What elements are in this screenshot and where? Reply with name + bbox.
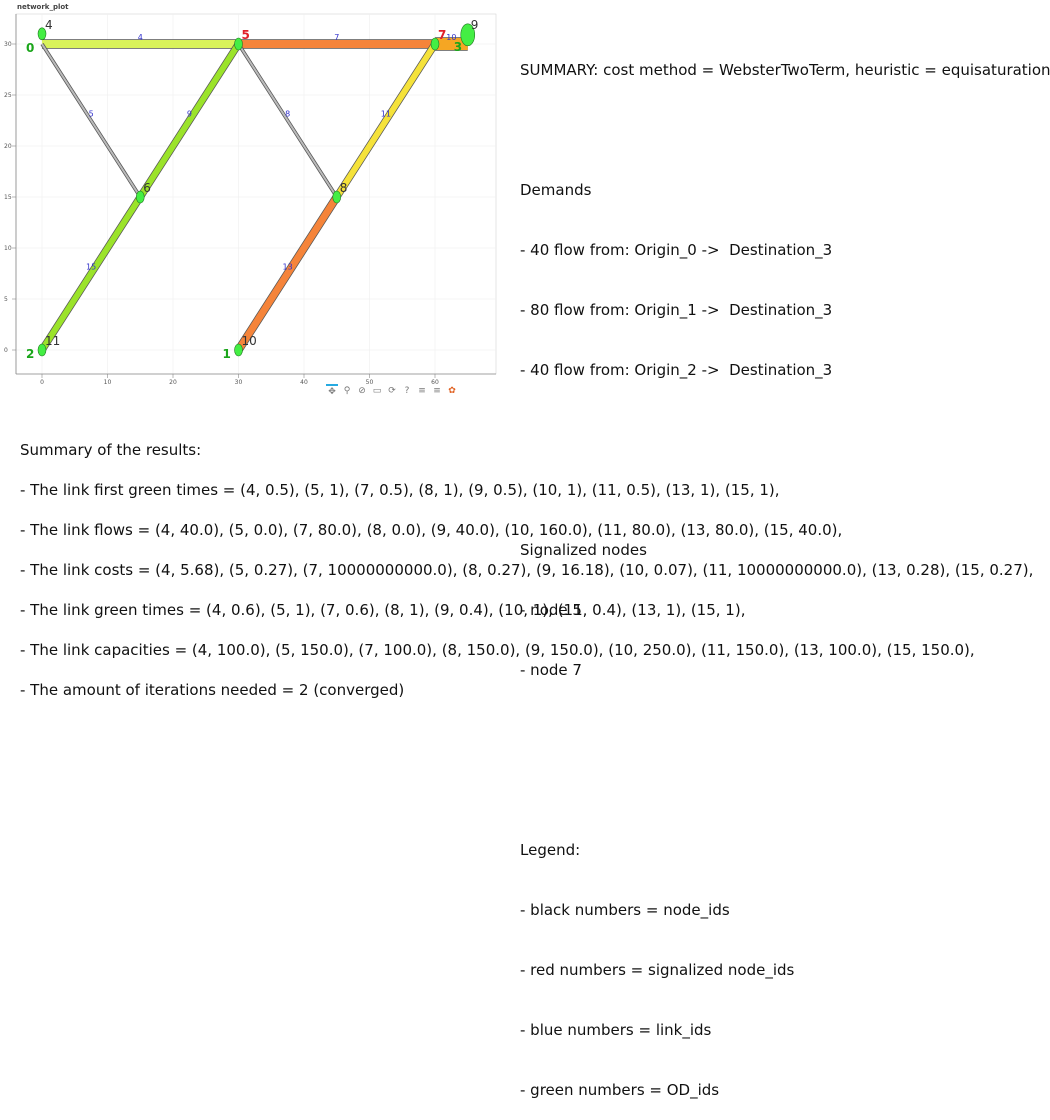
- link-5: [41, 43, 142, 198]
- link-13: [235, 195, 340, 352]
- legend-item: - blue numbers = link_ids: [520, 1021, 712, 1039]
- demand-item: - 80 flow from: Origin_1 -> Destination_…: [520, 301, 833, 319]
- help-icon[interactable]: ?: [404, 386, 410, 396]
- link-label: 15: [86, 263, 96, 272]
- node-5: [234, 37, 243, 51]
- plot-toolbar: ✥ ⚲ ⊘ ▭ ⟳? ≡ ≡ ✿: [326, 384, 500, 398]
- pan-icon[interactable]: ✥: [326, 384, 338, 398]
- reset-icon[interactable]: ⟳: [388, 386, 396, 396]
- demand-item: - 40 flow from: Origin_0 -> Destination_…: [520, 241, 833, 259]
- node-label: 4: [45, 18, 53, 32]
- link-label: 8: [285, 110, 290, 119]
- result-link-capacities: - The link capacities = (4, 100.0), (5, …: [20, 641, 975, 659]
- link-8: [237, 43, 338, 198]
- link-label: 13: [283, 263, 293, 272]
- result-iterations: - The amount of iterations needed = 2 (c…: [20, 681, 405, 699]
- x-tick-label: 30: [235, 379, 243, 386]
- node-10: [234, 343, 243, 357]
- x-tick-label: 10: [104, 379, 112, 386]
- x-tick-label: 40: [300, 379, 308, 386]
- node-label: 7: [438, 28, 446, 42]
- legend-item: - green numbers = OD_ids: [520, 1081, 720, 1099]
- link-label: 5: [89, 110, 94, 119]
- legend-title: Legend:: [520, 841, 581, 859]
- link-label: 4: [138, 33, 143, 42]
- y-tick-labels: 30 25 20 15 10 5 0: [4, 41, 16, 354]
- legend-item: - red numbers = signalized node_ids: [520, 961, 795, 979]
- node-label: 11: [45, 334, 60, 348]
- x-tick-label: 50: [366, 379, 374, 386]
- y-tick-label: 25: [4, 92, 12, 99]
- link-9: [137, 42, 242, 199]
- legend-item: - black numbers = node_ids: [520, 901, 730, 919]
- spacer: [520, 420, 1040, 440]
- x-tick-label: 0: [40, 379, 44, 386]
- x-tick-label: 20: [169, 379, 177, 386]
- node-6: [135, 190, 145, 204]
- results-summary: Summary of the results: - The link first…: [20, 440, 1040, 720]
- x-tick-labels: 0 10 20 30 40 50 60: [40, 374, 439, 386]
- node-label: 6: [143, 181, 151, 195]
- signalized-item: - node 7: [520, 661, 582, 679]
- signalized-title: Signalized nodes: [520, 541, 647, 559]
- zoom-icon[interactable]: ⚲: [343, 386, 351, 396]
- y-tick-label: 5: [4, 296, 8, 303]
- od-label: 3: [454, 40, 462, 54]
- result-link-flows: - The link flows = (4, 40.0), (5, 0.0), …: [20, 521, 843, 539]
- y-tick-label: 10: [4, 245, 12, 252]
- link-label: 11: [381, 110, 391, 119]
- signalized-item: - node 5: [520, 601, 582, 619]
- link-labels: 4 7 10 5 9 15 8 11 13: [86, 33, 456, 272]
- node-labels: 4 5 7 9 6 8 11 10: [45, 18, 478, 348]
- grid-lines: [16, 14, 496, 374]
- axes: [15, 14, 496, 375]
- node-7: [430, 37, 440, 51]
- node-11: [37, 343, 47, 357]
- network-plot[interactable]: network_plot 0 10 20 30 40 50 60 30 25 20 15 10 5 0 …: [0, 0, 500, 400]
- x-tick-label: 60: [431, 379, 439, 386]
- node-label: 9: [471, 18, 479, 32]
- od-label: 1: [223, 347, 231, 361]
- spacer: [520, 720, 1040, 740]
- hover-icon[interactable]: ≡: [418, 386, 426, 396]
- od-label: 2: [26, 347, 34, 361]
- node-label: 8: [340, 181, 348, 195]
- link-15: [39, 195, 143, 352]
- spacer: [520, 780, 1040, 800]
- link-label: 9: [187, 110, 192, 119]
- link-label: 10: [446, 33, 456, 42]
- node-8: [332, 190, 342, 204]
- result-first-green-times: - The link first green times = (4, 0.5),…: [20, 481, 780, 499]
- network-links: [38, 37, 468, 353]
- node-4: [37, 27, 47, 41]
- hover-icon-2[interactable]: ≡: [433, 386, 441, 396]
- od-labels: 0 3 2 1: [26, 40, 462, 361]
- results-title: Summary of the results:: [20, 441, 202, 459]
- od-label: 0: [26, 41, 34, 55]
- box-zoom-icon[interactable]: ▭: [372, 386, 382, 396]
- node-label: 5: [242, 28, 250, 42]
- demand-item: - 40 flow from: Origin_2 -> Destination_…: [520, 361, 833, 379]
- node-label: 10: [242, 334, 257, 348]
- demands-title: Demands: [520, 181, 592, 199]
- summary-header: SUMMARY: cost method = WebsterTwoTerm, h…: [520, 61, 1050, 79]
- node-9: [460, 23, 476, 47]
- wheel-zoom-icon[interactable]: ⊘: [358, 386, 366, 396]
- link-11: [334, 42, 438, 199]
- bokeh-logo-icon[interactable]: ✿: [448, 386, 456, 396]
- link-label: 7: [334, 33, 339, 42]
- result-link-costs: - The link costs = (4, 5.68), (5, 0.27),…: [20, 561, 1034, 579]
- network-nodes: [37, 23, 476, 357]
- result-green-times: - The link green times = (4, 0.6), (5, 1…: [20, 601, 746, 619]
- plot-title: network_plot: [17, 3, 69, 11]
- y-tick-label: 15: [4, 194, 12, 201]
- y-tick-label: 30: [4, 41, 12, 48]
- y-tick-label: 0: [4, 347, 8, 354]
- y-tick-label: 20: [4, 143, 12, 150]
- spacer: [520, 120, 1040, 140]
